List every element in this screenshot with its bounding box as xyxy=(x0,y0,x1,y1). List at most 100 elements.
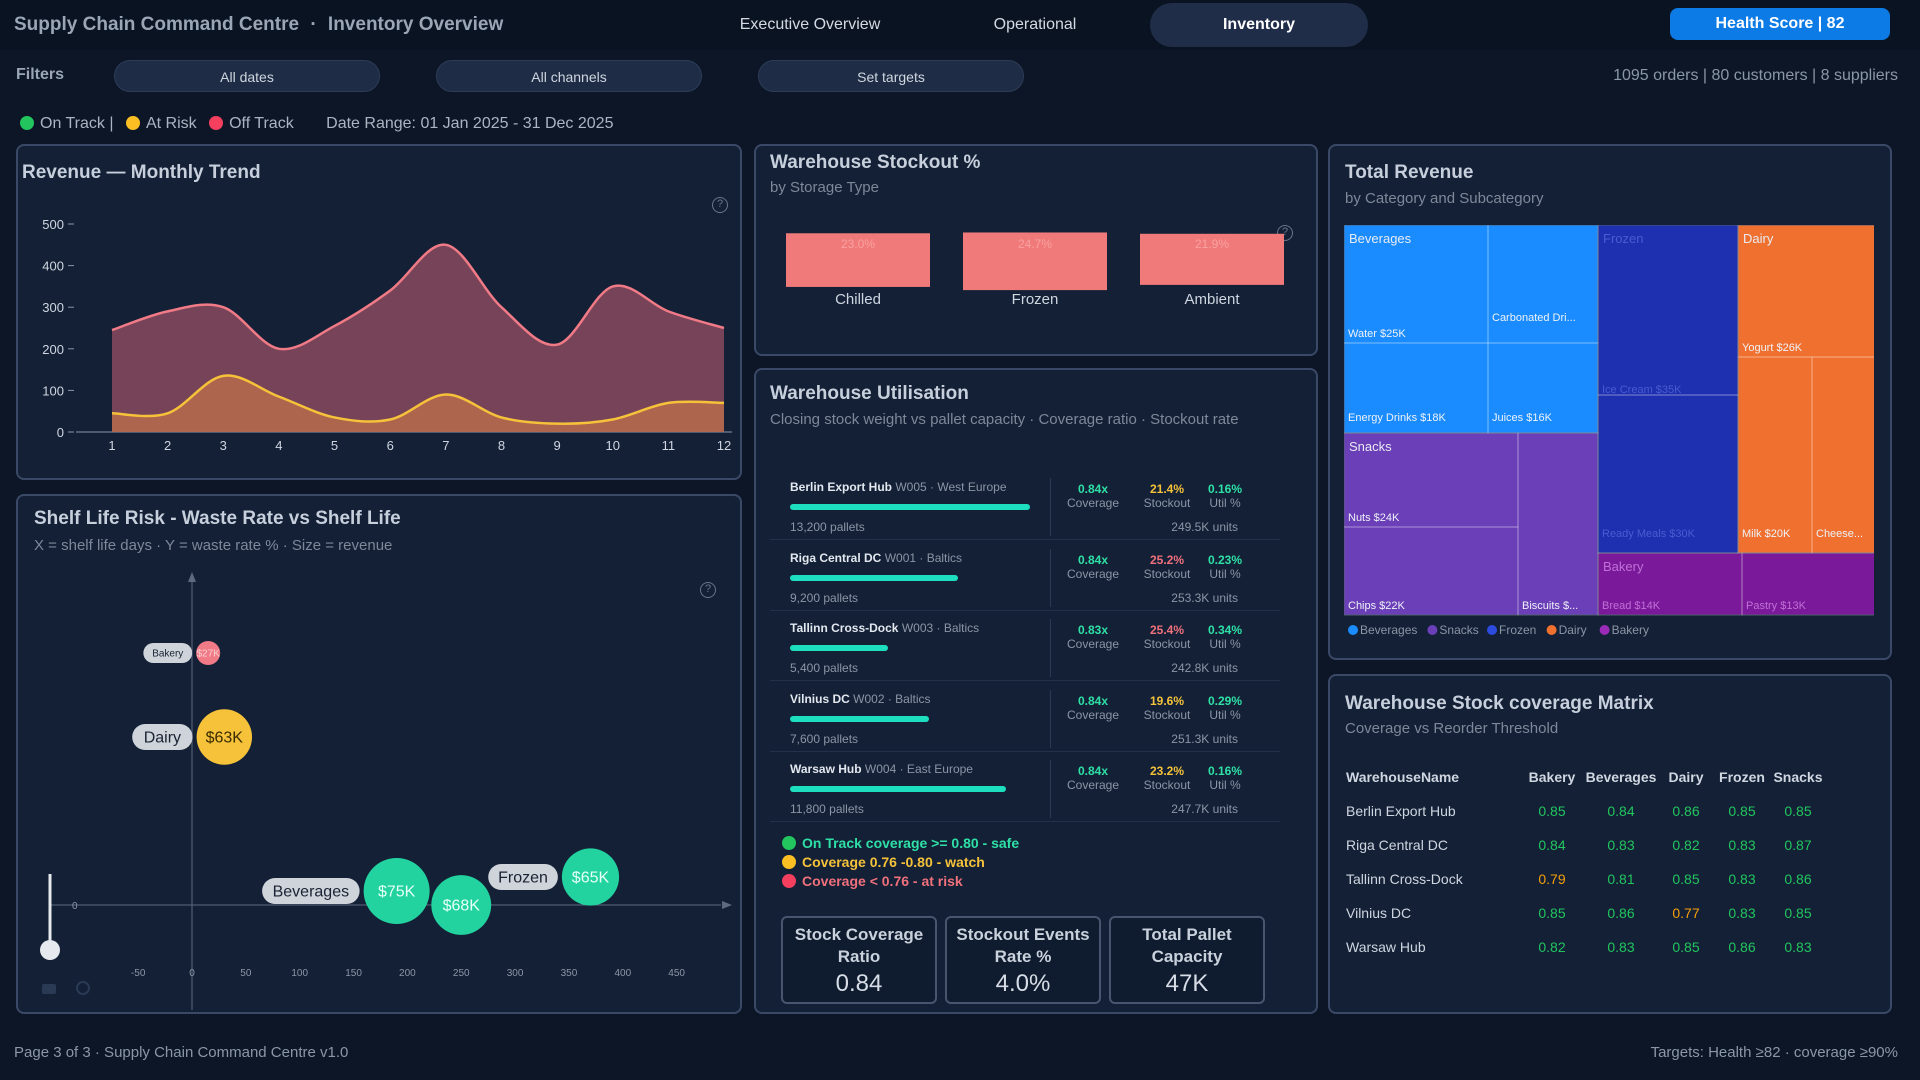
treemap-cell[interactable] xyxy=(1344,342,1489,434)
warehouse-row[interactable]: Berlin Export Hub W005 · West Europe 13,2… xyxy=(770,474,1280,540)
shelf-life-bubble-chart: 0 -50 0 50 100 150 200 250 300 350 400 450 $27K Bake… xyxy=(40,572,732,1010)
legend-label: Frozen xyxy=(1499,623,1536,637)
camera-icon[interactable] xyxy=(42,984,56,994)
matrix-cell: 0.84 xyxy=(1607,803,1635,819)
pallet-count: 13,200 pallets xyxy=(790,520,865,534)
warehouse-row[interactable]: Riga Central DC W001 · Baltics 9,200 pall… xyxy=(770,545,1280,611)
help-icon[interactable]: ? xyxy=(700,582,716,598)
y-tick-label: 400 xyxy=(42,259,64,274)
warehouse-row[interactable]: Vilnius DC W002 · Baltics 7,600 pallets 0.… xyxy=(770,686,1280,752)
matrix-warehouse-name: Warsaw Hub xyxy=(1346,939,1426,955)
filters-label: Filters xyxy=(16,66,65,83)
bubble-category-label: Bakery xyxy=(152,648,183,659)
matrix-cell: 0.83 xyxy=(1607,837,1635,853)
comment-icon[interactable] xyxy=(76,981,90,995)
treemap-cell[interactable] xyxy=(1597,394,1739,554)
matrix-column-header[interactable]: Snacks xyxy=(1773,769,1823,785)
kpi-pallet-capacity: Total Pallet Capacity 47K xyxy=(1109,916,1265,1004)
x-tick-label: 200 xyxy=(399,968,416,979)
treemap-cell[interactable] xyxy=(1344,225,1489,344)
matrix-column-header[interactable]: Beverages xyxy=(1585,769,1657,785)
warehouse-row[interactable]: Tallinn Cross-Dock W003 · Baltics 5,400 p… xyxy=(770,615,1280,681)
legend-label: Beverages xyxy=(1360,623,1417,637)
set-targets-button[interactable]: Set targets xyxy=(758,60,1024,92)
bubble-point[interactable] xyxy=(196,641,221,665)
bubble-point[interactable] xyxy=(431,875,492,935)
bar-category-label: Chilled xyxy=(835,291,881,308)
treemap-group-bakery[interactable] xyxy=(1597,552,1874,616)
x-tick-label: 250 xyxy=(453,968,470,979)
pallet-count: 5,400 pallets xyxy=(790,661,859,675)
kpi-value: 47K xyxy=(1165,970,1209,997)
legend-label: Snacks xyxy=(1439,623,1478,637)
coverage-matrix-table: WarehouseName Bakery Beverages Dairy Frozen S… xyxy=(1346,760,1824,964)
warehouse-name-text: Riga Central DC xyxy=(790,550,882,565)
kpi-value: 0.84 xyxy=(835,970,883,997)
x-tick-label: 5 xyxy=(331,438,338,453)
treemap-group-dairy[interactable] xyxy=(1737,225,1874,554)
all-dates-filter[interactable]: All dates xyxy=(114,60,380,92)
utilisation-card-title: Warehouse Utilisation xyxy=(770,383,969,404)
treemap-cell[interactable] xyxy=(1517,432,1599,616)
stockout-metric: 21.4% Stockout xyxy=(1143,482,1191,510)
matrix-column-header[interactable]: Bakery xyxy=(1528,769,1576,785)
y-tick-label: 0 xyxy=(72,901,78,912)
treemap-cell[interactable] xyxy=(1737,225,1874,358)
treemap-cell[interactable] xyxy=(1597,552,1743,616)
treemap-cell[interactable] xyxy=(1344,432,1519,528)
help-icon[interactable]: ? xyxy=(712,197,728,213)
at-risk-dot xyxy=(125,116,140,130)
treemap-cell[interactable] xyxy=(1737,356,1813,554)
treemap-cell[interactable] xyxy=(1344,526,1519,616)
matrix-cell: 0.77 xyxy=(1672,905,1700,921)
status-legend: On Track | At Risk Off Track Date Range:… xyxy=(20,115,613,133)
treemap-cell[interactable] xyxy=(1811,356,1874,554)
matrix-row: Vilnius DC 0.85 0.86 0.77 0.83 0.85 xyxy=(1346,896,1824,930)
treemap-cell[interactable] xyxy=(1487,225,1599,344)
warehouse-code: W002 · Baltics xyxy=(853,691,931,706)
stockout-bar[interactable] xyxy=(963,232,1107,291)
matrix-column-header[interactable]: Dairy xyxy=(1668,769,1704,785)
matrix-column-header[interactable]: WarehouseName xyxy=(1346,769,1460,785)
warehouse-code: W005 · West Europe xyxy=(895,480,1007,494)
stockout-metric: 25.2% Stockout xyxy=(1143,552,1191,581)
legend-dot xyxy=(1599,625,1610,635)
zoom-slider[interactable] xyxy=(40,874,60,960)
matrix-row: Riga Central DC 0.84 0.83 0.82 0.83 0.87 xyxy=(1346,828,1824,862)
bubble-point[interactable] xyxy=(196,709,253,765)
treemap-cell[interactable] xyxy=(1487,342,1599,434)
legend-watch: Coverage 0.76 -0.80 - watch xyxy=(782,853,1019,872)
date-range: Date Range: 01 Jan 2025 - 31 Dec 2025 xyxy=(326,115,614,132)
line-series-2 xyxy=(111,374,725,425)
stockout-bar[interactable] xyxy=(1140,233,1284,285)
treemap-group-snacks[interactable] xyxy=(1344,432,1599,616)
bubble-category-label: Beverages xyxy=(273,883,350,900)
legend-dot xyxy=(1348,625,1358,635)
matrix-cell: 0.86 xyxy=(1607,905,1635,921)
all-channels-filter[interactable]: All channels xyxy=(436,60,702,92)
help-icon[interactable]: ? xyxy=(1277,225,1293,241)
bubble-point[interactable] xyxy=(561,848,620,906)
warehouse-row[interactable]: Warsaw Hub W004 · East Europe 11,800 pall… xyxy=(770,756,1280,822)
matrix-cell: 0.83 xyxy=(1784,939,1812,955)
stockout-bar[interactable] xyxy=(786,233,930,287)
health-score-button[interactable]: Health Score | 82 xyxy=(1670,8,1890,40)
matrix-cell: 0.85 xyxy=(1784,803,1812,819)
treemap-cell[interactable] xyxy=(1741,552,1874,616)
line-series-1 xyxy=(111,243,725,351)
tab-executive-overview[interactable]: Executive Overview xyxy=(739,16,881,33)
bubble-point[interactable] xyxy=(363,858,430,924)
pallet-bar xyxy=(790,645,889,651)
tab-operational[interactable]: Operational xyxy=(993,16,1077,33)
warehouse-name: Berlin Export Hub W005 · West Europe xyxy=(790,480,1007,494)
kpi-stockout-rate: Stockout Events Rate % 4.0% xyxy=(945,916,1101,1004)
pallet-bar xyxy=(790,786,1006,792)
treemap-group-frozen[interactable] xyxy=(1597,225,1739,554)
x-tick-label: 350 xyxy=(561,968,578,979)
tab-inventory[interactable]: Inventory xyxy=(1150,3,1368,47)
slider-handle[interactable] xyxy=(40,940,60,960)
matrix-column-header[interactable]: Frozen xyxy=(1719,769,1765,785)
bubble-value-label: $63K xyxy=(206,729,244,746)
treemap-cell[interactable] xyxy=(1597,225,1739,396)
treemap-group-beverages[interactable] xyxy=(1344,225,1599,434)
